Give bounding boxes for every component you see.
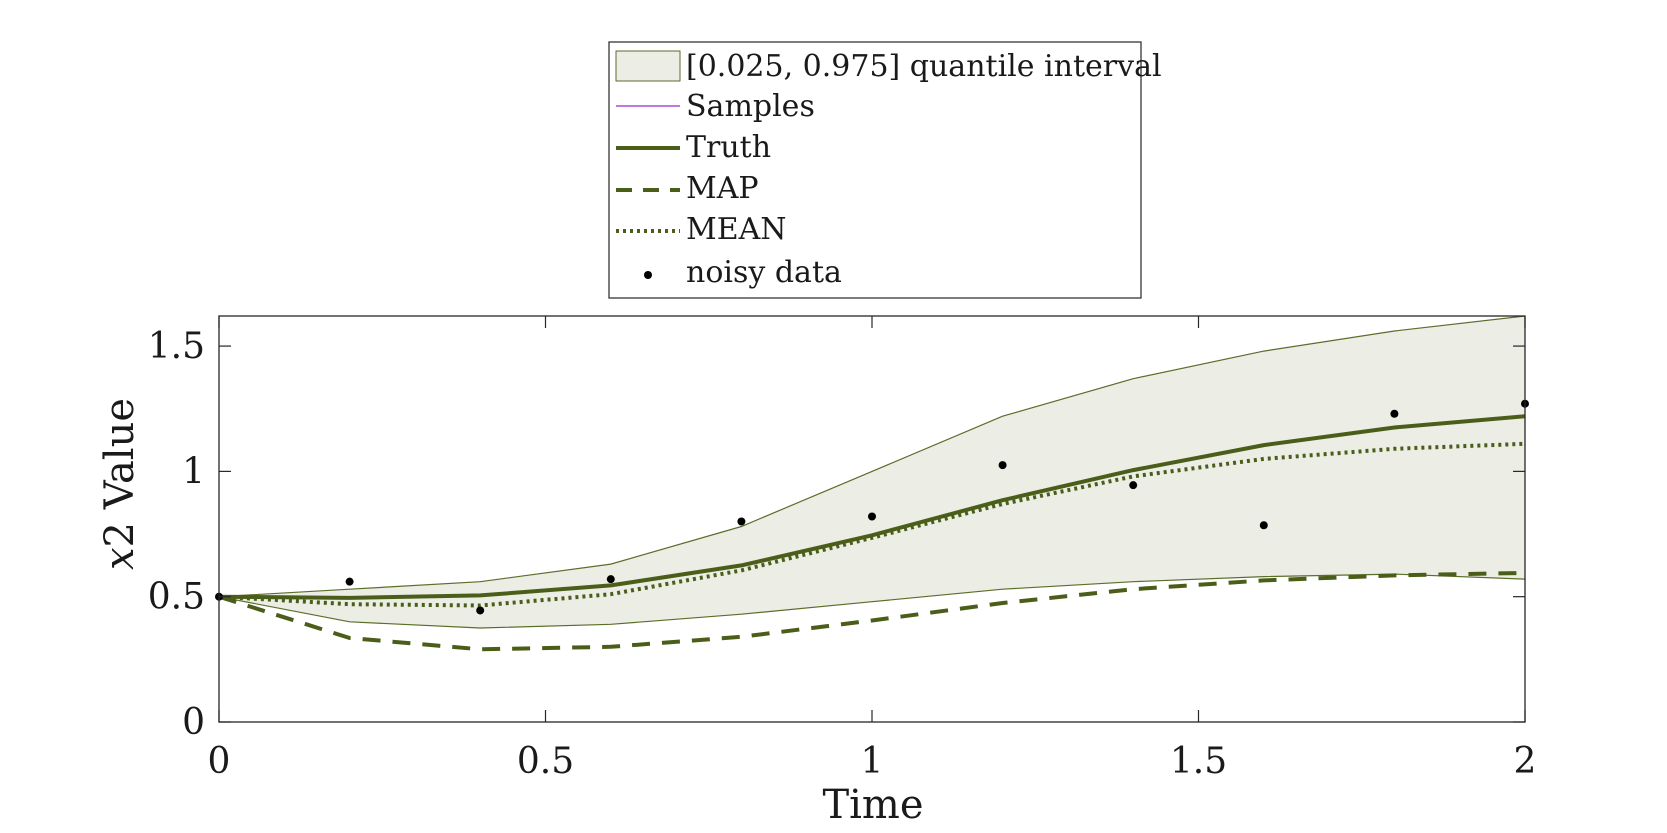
y-tick-label: 1: [182, 451, 205, 492]
noisy-data-point-2: [476, 606, 485, 615]
legend: [0.025, 0.975] quantile interval Samples…: [608, 41, 1162, 299]
y-tick-label: 0: [182, 702, 205, 743]
legend-label-samples: Samples: [686, 89, 815, 124]
noisy-data-point-6: [998, 461, 1007, 470]
y-axis-label: x2 Value: [97, 398, 143, 570]
noisy-data-point-7: [1129, 481, 1138, 490]
noisy-data-point-9: [1390, 409, 1399, 418]
x-tick-label: 2: [1514, 741, 1537, 782]
legend-swatch-noisy-data: [644, 271, 652, 279]
noisy-data-point-5: [868, 512, 876, 521]
plot-area: [215, 315, 1529, 652]
series-line-truth: [218, 414, 1526, 600]
legend-label-map: MAP: [686, 171, 759, 206]
noisy-data-point-4: [737, 517, 746, 526]
legend-box: [608, 41, 1142, 299]
legend-label-mean: MEAN: [686, 212, 787, 247]
quantile-band-lower-edge: [218, 573, 1526, 629]
quantile-band-upper-edge: [218, 315, 1526, 598]
x-axis-label: Time: [822, 782, 923, 828]
x-tick-label: 1: [861, 741, 884, 782]
y-axis-label-rest: 2 Value: [97, 398, 143, 547]
series-group: [218, 414, 1526, 652]
legend-label-noisy-data: noisy data: [686, 255, 842, 290]
legend-label-band: [0.025, 0.975] quantile interval: [686, 49, 1162, 84]
x-tick-label: 1.5: [1170, 741, 1227, 782]
noisy-data-point-8: [1259, 521, 1268, 530]
series-line-mean: [218, 441, 1526, 608]
y-axis-label-variable: x: [97, 547, 143, 570]
x-axis-ticks: 0 0.5 1 1.5 2: [208, 316, 1537, 782]
y-tick-label: 0.5: [148, 577, 205, 618]
noisy-data-points: [215, 399, 1529, 615]
legend-label-truth: Truth: [686, 130, 771, 165]
legend-swatch-band: [615, 50, 681, 82]
x-tick-label: 0.5: [517, 741, 574, 782]
x-tick-label: 0: [208, 741, 231, 782]
noisy-data-point-3: [606, 575, 615, 584]
series-line-map: [218, 570, 1526, 652]
y-tick-label: 1.5: [148, 326, 205, 367]
y-axis-ticks: 0 0.5 1 1.5: [148, 326, 1525, 743]
noisy-data-point-1: [345, 577, 354, 586]
